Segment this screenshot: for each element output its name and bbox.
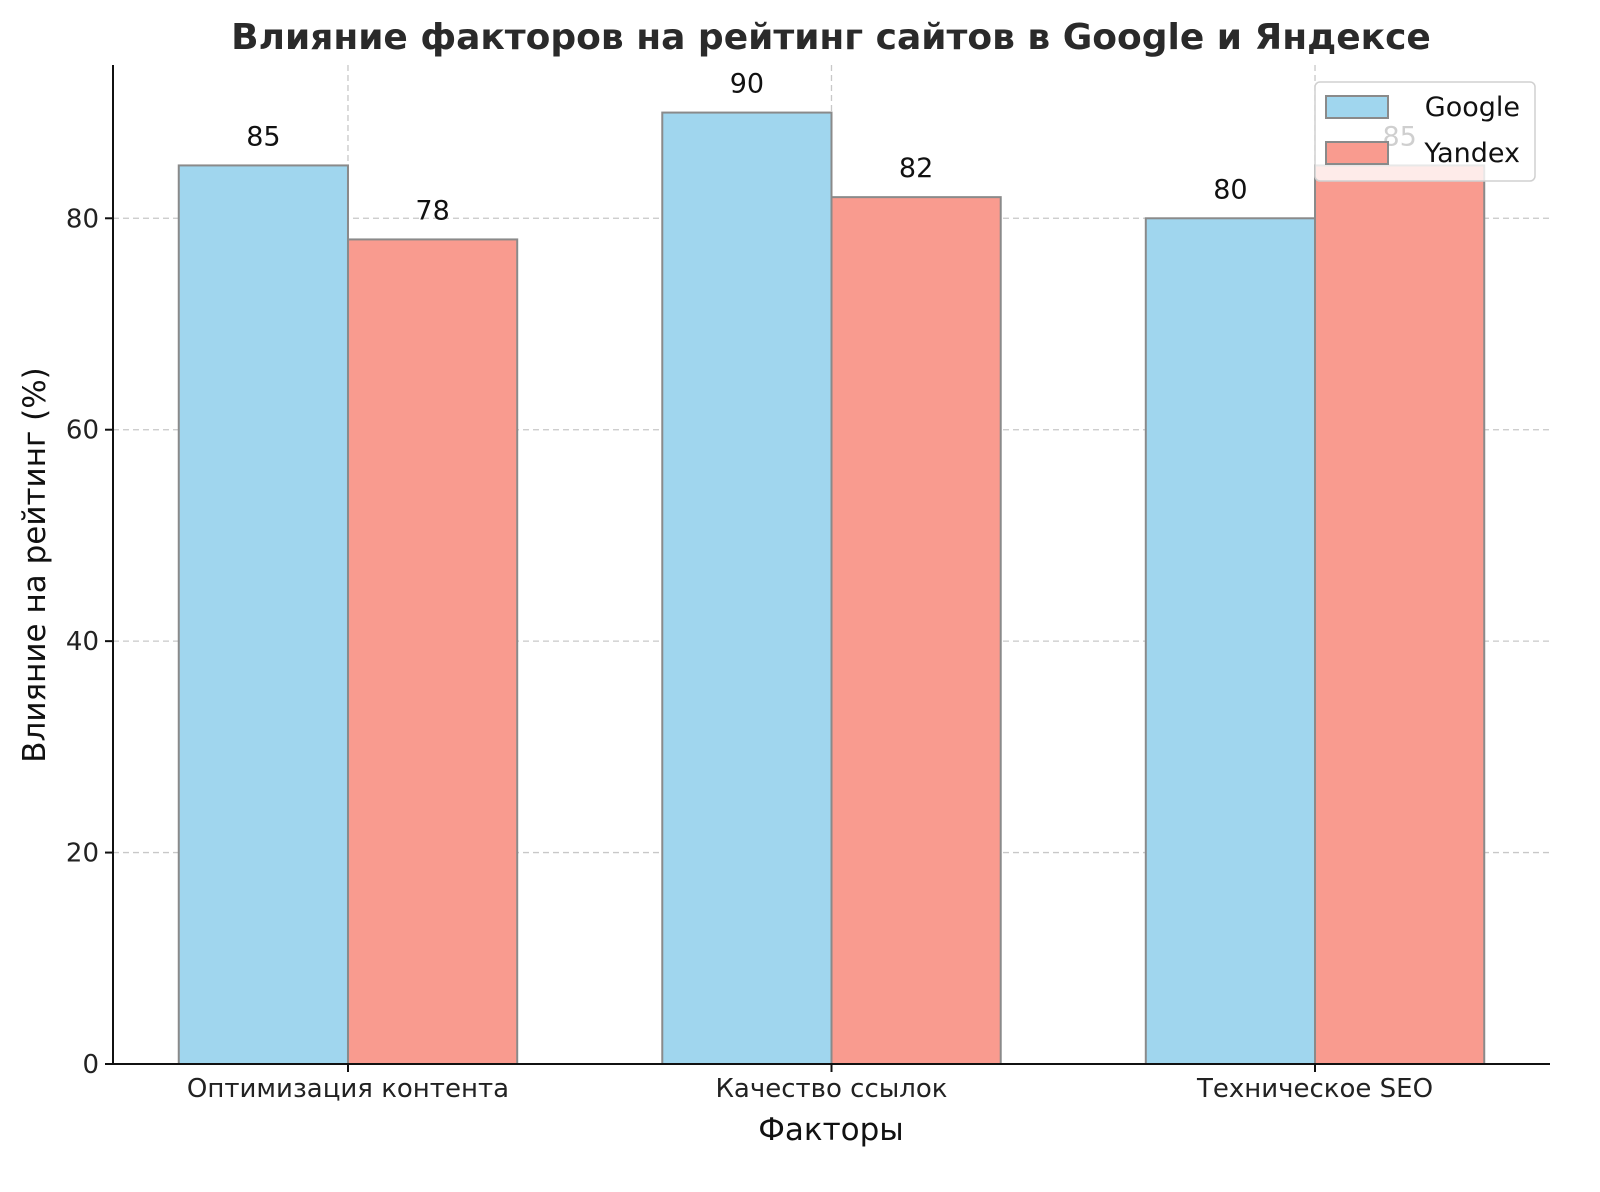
x-tick-label: Оптимизация контента	[187, 1074, 509, 1104]
y-tick-label: 40	[66, 627, 99, 657]
data-label: 78	[415, 195, 449, 226]
bar-yandex	[1314, 164, 1486, 1065]
x-tick-label: Техническое SEO	[1196, 1074, 1433, 1104]
data-label: 80	[1213, 174, 1247, 205]
bar-yandex	[830, 196, 1002, 1065]
legend-swatch-yandex	[1325, 141, 1389, 165]
legend-label: Google	[1425, 92, 1520, 123]
y-tick-label: 0	[82, 1050, 99, 1080]
x-axis-label: Факторы	[758, 1112, 904, 1148]
legend-swatch-google	[1325, 95, 1389, 119]
bar-google	[1144, 217, 1317, 1066]
y-axis-label: Влияние на рейтинг (%)	[17, 367, 53, 763]
data-label: 85	[246, 121, 280, 152]
bar-google	[661, 111, 833, 1066]
legend: Google Yandex	[1314, 81, 1536, 182]
chart-title: Влияние факторов на рейтинг сайтов в Goo…	[231, 17, 1431, 58]
x-tick-label: Качество ссылок	[715, 1074, 947, 1104]
legend-label: Yandex	[1423, 138, 1520, 169]
bar-google	[177, 164, 349, 1065]
y-tick-label: 80	[66, 204, 99, 234]
data-label: 90	[730, 69, 764, 100]
data-label: 82	[899, 153, 933, 184]
bar-yandex	[346, 238, 519, 1065]
y-tick-label: 60	[66, 416, 99, 446]
y-tick-label: 20	[66, 839, 99, 869]
